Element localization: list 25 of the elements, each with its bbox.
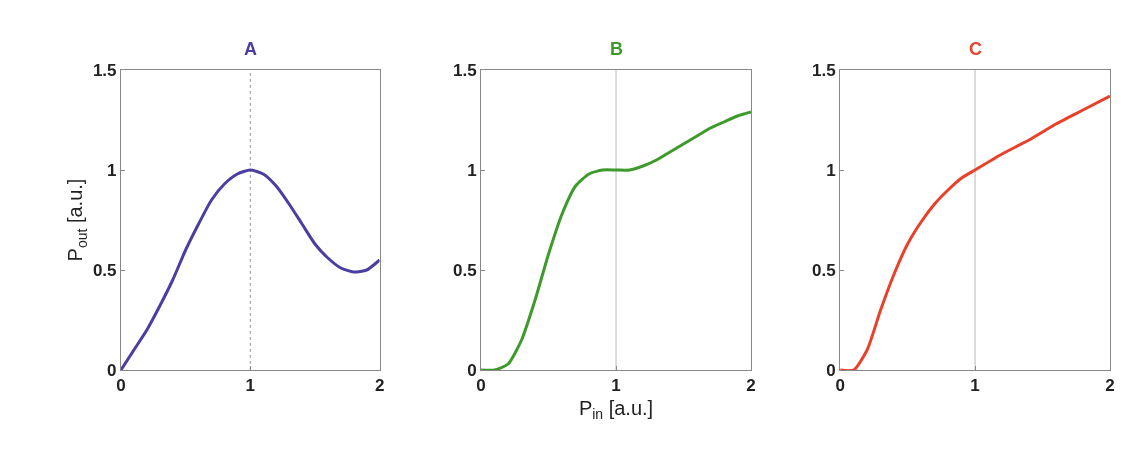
y-tick-label: 1.5 bbox=[92, 60, 117, 80]
x-tick-label: 2 bbox=[1105, 376, 1115, 396]
y-tick-label: 0 bbox=[826, 360, 836, 380]
x-tick-label: 1 bbox=[245, 376, 256, 396]
y-tick-label: 0.5 bbox=[812, 260, 836, 280]
y-tick-label: 1 bbox=[826, 160, 836, 180]
y-tick-label: 0 bbox=[467, 360, 477, 380]
y-tick-label: 1.5 bbox=[453, 60, 477, 80]
chart-title: A bbox=[244, 39, 257, 59]
y-tick-label: 0 bbox=[107, 360, 117, 380]
chart-title: C bbox=[969, 39, 982, 59]
y-tick-label: 1 bbox=[467, 160, 477, 180]
y-tick-label: 0.5 bbox=[453, 260, 477, 280]
y-tick-label: 1.5 bbox=[812, 60, 836, 80]
line-series bbox=[481, 110, 751, 370]
line-series bbox=[840, 94, 1110, 370]
y-tick-label: 1 bbox=[107, 160, 117, 180]
x-tick-label: 1 bbox=[970, 376, 980, 396]
x-tick-label: 2 bbox=[374, 376, 385, 396]
y-tick-label: 0.5 bbox=[92, 260, 117, 280]
x-tick-label: 2 bbox=[746, 376, 756, 396]
line-series bbox=[120, 168, 380, 370]
chart-title: B bbox=[610, 39, 623, 59]
x-axis-title: P$_{in}$ [a.u.] bbox=[578, 396, 654, 423]
x-tick-label: 1 bbox=[611, 376, 621, 396]
